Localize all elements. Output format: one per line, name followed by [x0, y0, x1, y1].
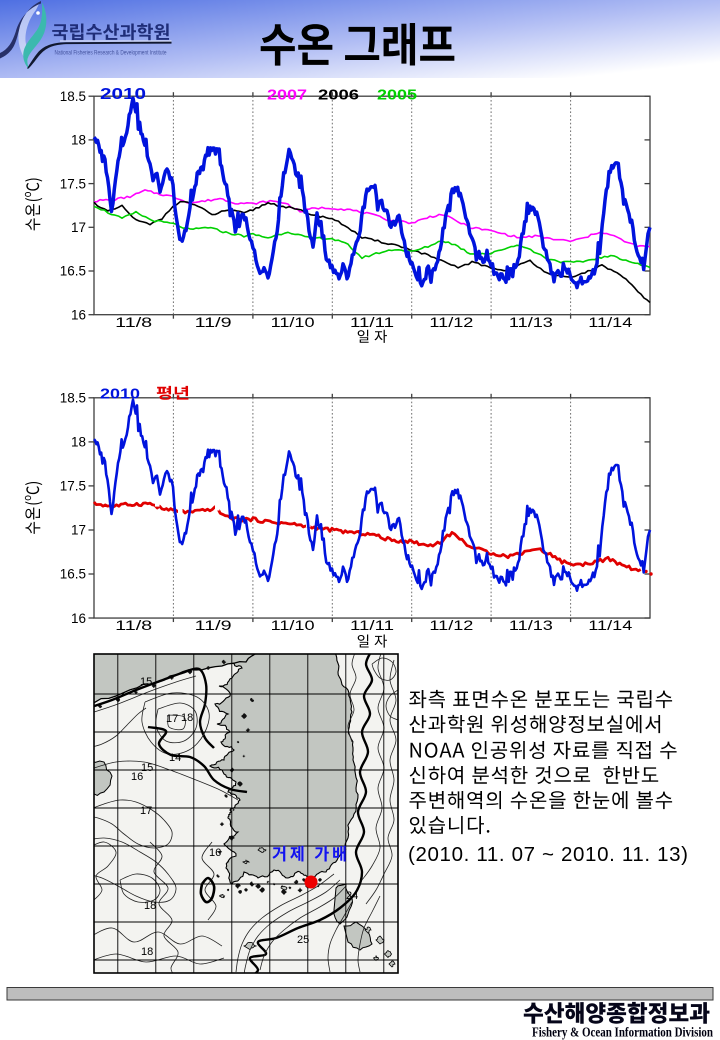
svg-text:11/13: 11/13: [509, 618, 553, 633]
svg-text:2005: 2005: [377, 88, 417, 104]
svg-text:16: 16: [131, 771, 143, 783]
svg-text:11/11: 11/11: [350, 618, 394, 633]
svg-text:11/12: 11/12: [429, 618, 473, 633]
svg-text:2010: 2010: [100, 86, 146, 103]
svg-text:17: 17: [71, 523, 86, 538]
svg-text:18: 18: [71, 435, 86, 450]
svg-text:14: 14: [169, 752, 181, 764]
svg-text:17.5: 17.5: [60, 479, 86, 494]
svg-text:17: 17: [71, 220, 86, 235]
svg-text:Fishery & Ocean Information Di: Fishery & Ocean Information Division: [532, 1025, 714, 1040]
svg-text:11/14: 11/14: [588, 315, 633, 330]
svg-text:11/10: 11/10: [271, 618, 315, 633]
svg-text:16: 16: [71, 307, 86, 322]
svg-text:11/14: 11/14: [588, 618, 633, 633]
svg-text:18.5: 18.5: [60, 89, 86, 104]
svg-text:24: 24: [346, 890, 358, 902]
svg-text:11/8: 11/8: [115, 618, 152, 633]
svg-text:15: 15: [141, 762, 153, 774]
svg-text:16.5: 16.5: [60, 567, 86, 582]
svg-text:2006: 2006: [318, 88, 359, 104]
svg-text:11/13: 11/13: [509, 315, 553, 330]
svg-text:15: 15: [140, 676, 152, 688]
svg-text:18: 18: [71, 133, 86, 148]
svg-text:2010: 2010: [100, 387, 140, 403]
svg-text:11/8: 11/8: [115, 315, 152, 330]
svg-text:18: 18: [141, 946, 153, 958]
svg-text:11/10: 11/10: [271, 315, 315, 330]
svg-text:17: 17: [166, 713, 178, 725]
svg-text:National Fisheries Research &: National Fisheries Research & Developmen…: [55, 50, 167, 57]
svg-text:11/11: 11/11: [350, 315, 394, 330]
svg-text:18.5: 18.5: [60, 391, 86, 406]
svg-text:18: 18: [181, 712, 193, 724]
svg-text:11/9: 11/9: [195, 618, 232, 633]
svg-text:16: 16: [71, 611, 86, 626]
svg-text:11/9: 11/9: [195, 315, 232, 330]
svg-text:(2010. 11. 07 ~ 2010. 11. 13): (2010. 11. 07 ~ 2010. 11. 13): [408, 843, 688, 866]
svg-text:2007: 2007: [267, 88, 307, 104]
svg-text:16: 16: [209, 847, 221, 859]
svg-text:25: 25: [297, 934, 309, 946]
svg-text:16.5: 16.5: [60, 264, 86, 279]
svg-text:17.5: 17.5: [60, 176, 86, 191]
svg-text:17: 17: [140, 805, 152, 817]
svg-text:11/12: 11/12: [429, 315, 473, 330]
svg-text:18: 18: [144, 900, 156, 912]
